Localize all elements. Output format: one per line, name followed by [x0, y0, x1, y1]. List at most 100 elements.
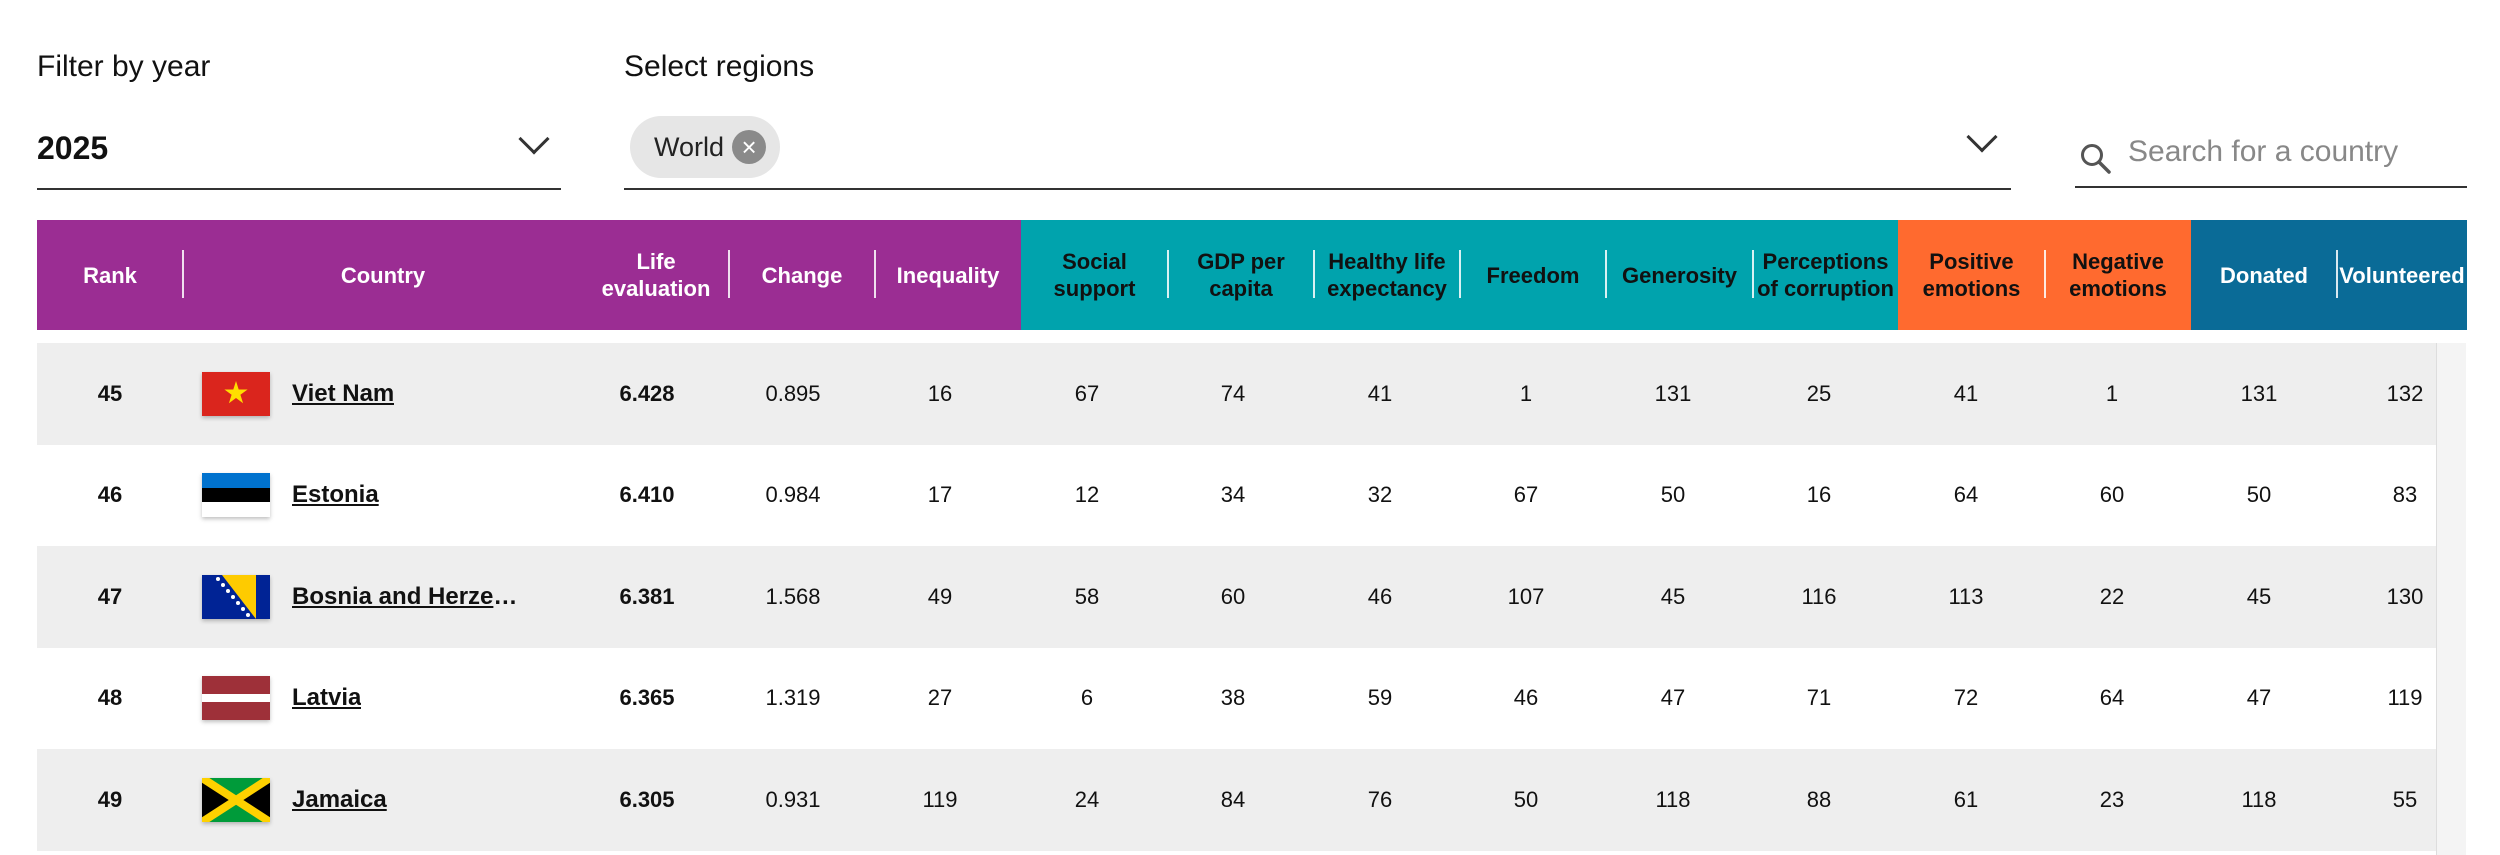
social-support-cell: 12 [1074, 482, 1100, 508]
regions-dropdown[interactable]: World × [624, 112, 2011, 190]
header-change[interactable]: Change [729, 220, 875, 330]
header-positive-emotions[interactable]: Positive emotions [1898, 220, 2045, 330]
generosity-cell: 50 [1660, 482, 1686, 508]
search-input[interactable] [2128, 132, 2458, 172]
chevron-down-icon [1966, 121, 1998, 153]
table-row[interactable]: 46 Estonia 6.410 0.984 17 12 34 32 67 50 16 64 60 50 8… [37, 445, 2436, 547]
header-divider [1459, 250, 1461, 298]
life-evaluation-cell: 6.410 [619, 482, 675, 508]
chevron-down-icon [518, 123, 550, 155]
negative-emotions-cell: 64 [2099, 685, 2125, 711]
country-link[interactable]: Viet Nam [202, 343, 572, 445]
header-label: Perceptions of corruption [1757, 249, 1894, 301]
rank-cell: 46 [97, 482, 123, 508]
inequality-cell: 119 [922, 786, 958, 812]
rank-cell: 47 [97, 583, 123, 609]
volunteered-cell: 132 [2386, 380, 2424, 406]
life-evaluation-cell: 6.381 [619, 583, 675, 609]
header-gdp-per-capita[interactable]: GDP per capita [1168, 220, 1314, 330]
table-row[interactable]: 47 Bosnia and Herzeg… 6.381 1.568 49 58 60 46 10… [37, 546, 2436, 648]
vertical-scrollbar[interactable] [2436, 343, 2466, 855]
change-cell: 0.931 [765, 786, 821, 812]
generosity-cell: 47 [1660, 685, 1686, 711]
table-row[interactable]: 45 Viet Nam 6.428 0.895 16 67 74 41 1 131 25 41 1 131… [37, 343, 2436, 445]
header-perceptions-of-corruption[interactable]: Perceptions of corruption [1753, 220, 1898, 330]
header-label: Positive emotions [1922, 249, 2021, 301]
freedom-cell: 1 [1519, 380, 1533, 406]
change-cell: 1.319 [765, 685, 821, 711]
header-label: Rank [83, 262, 137, 288]
region-chip: World × [630, 116, 781, 178]
country-link[interactable]: Latvia [202, 648, 572, 750]
perceptions-of-corruption-cell: 116 [1801, 583, 1837, 609]
year-dropdown[interactable]: 2025 [37, 118, 561, 190]
bosnia-flag-icon [202, 574, 270, 619]
remove-region-icon[interactable]: × [732, 130, 767, 164]
country-link[interactable]: Estonia [202, 445, 572, 547]
header-rank[interactable]: Rank [37, 220, 183, 330]
header-divider [1605, 250, 1607, 298]
gdp-per-capita-cell: 38 [1220, 685, 1246, 711]
freedom-cell: 50 [1513, 786, 1539, 812]
header-volunteered[interactable]: Volunteered [2337, 220, 2467, 330]
estonia-flag-icon [202, 473, 270, 518]
perceptions-of-corruption-cell: 16 [1806, 482, 1832, 508]
header-divider [182, 250, 184, 298]
table-row[interactable]: 48 Latvia 6.365 1.319 27 6 38 59 46 47 71 72 64 47 119 [37, 648, 2436, 750]
header-inequality[interactable]: Inequality [875, 220, 1021, 330]
header-divider [2336, 250, 2338, 298]
gdp-per-capita-cell: 34 [1220, 482, 1246, 508]
negative-emotions-cell: 1 [2105, 380, 2119, 406]
social-support-cell: 58 [1074, 583, 1100, 609]
inequality-cell: 49 [927, 583, 953, 609]
header-label: Change [761, 262, 843, 288]
header-label: GDP per capita [1197, 249, 1285, 301]
generosity-cell: 131 [1654, 380, 1692, 406]
positive-emotions-cell: 61 [1953, 786, 1979, 812]
header-negative-emotions[interactable]: Negative emotions [2045, 220, 2191, 330]
header-divider [1167, 250, 1169, 298]
country-link[interactable]: Jamaica [202, 749, 572, 851]
country-name: Latvia [292, 684, 362, 712]
generosity-cell: 45 [1660, 583, 1686, 609]
gdp-per-capita-cell: 74 [1220, 380, 1246, 406]
inequality-cell: 27 [927, 685, 953, 711]
header-label: Freedom [1486, 262, 1580, 288]
header-country[interactable]: Country [183, 220, 583, 330]
header-label: Generosity [1622, 262, 1737, 288]
rank-cell: 48 [97, 685, 123, 711]
header-healthy-life-expectancy[interactable]: Healthy life expectancy [1314, 220, 1460, 330]
filter-year-label: Filter by year [37, 50, 211, 83]
jamaica-flag-icon [202, 777, 270, 822]
social-support-cell: 67 [1074, 380, 1100, 406]
country-link[interactable]: Bosnia and Herzeg… [202, 546, 572, 648]
header-divider [1752, 250, 1754, 298]
freedom-cell: 46 [1513, 685, 1539, 711]
header-divider [2044, 250, 2046, 298]
volunteered-cell: 55 [2392, 786, 2418, 812]
positive-emotions-cell: 72 [1953, 685, 1979, 711]
healthy-life-expectancy-cell: 41 [1367, 380, 1393, 406]
donated-cell: 118 [2241, 786, 2277, 812]
year-value: 2025 [37, 130, 109, 166]
change-cell: 0.984 [765, 482, 821, 508]
perceptions-of-corruption-cell: 88 [1806, 786, 1832, 812]
search-icon [2081, 144, 2111, 174]
header-divider [874, 250, 876, 298]
header-generosity[interactable]: Generosity [1606, 220, 1753, 330]
volunteered-cell: 83 [2392, 482, 2418, 508]
life-evaluation-cell: 6.305 [619, 786, 675, 812]
header-social-support[interactable]: Social support [1021, 220, 1168, 330]
freedom-cell: 67 [1513, 482, 1539, 508]
header-donated[interactable]: Donated [2191, 220, 2337, 330]
header-freedom[interactable]: Freedom [1460, 220, 1606, 330]
positive-emotions-cell: 41 [1953, 380, 1979, 406]
positive-emotions-cell: 113 [1948, 583, 1984, 609]
table-header: Rank Country Life evaluation Change Inequali… [37, 220, 2467, 330]
change-cell: 0.895 [765, 380, 821, 406]
social-support-cell: 24 [1074, 786, 1100, 812]
life-evaluation-cell: 6.428 [619, 380, 675, 406]
header-life-evaluation[interactable]: Life evaluation [583, 220, 729, 330]
region-chip-label: World [654, 132, 725, 162]
table-row[interactable]: 49 Jamaica 6.305 0.931 119 24 84 76 50 118 88 61 23 1… [37, 749, 2436, 851]
